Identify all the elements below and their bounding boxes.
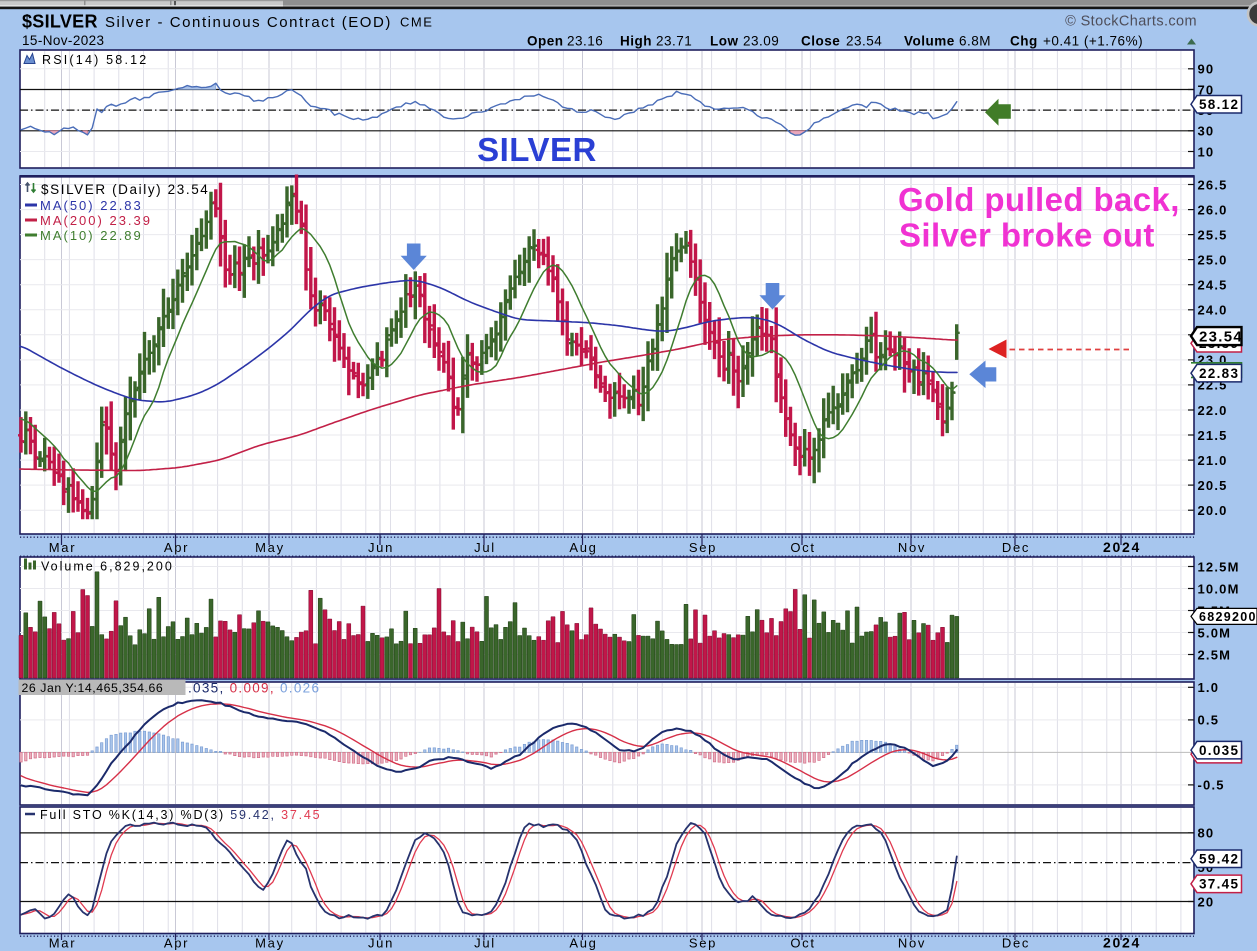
svg-text:Mar: Mar xyxy=(49,540,77,555)
svg-text:26.5: 26.5 xyxy=(1198,177,1228,192)
svg-text:24.0: 24.0 xyxy=(1198,303,1228,318)
svg-text:Silver broke out: Silver broke out xyxy=(899,217,1155,254)
svg-text:Sep: Sep xyxy=(689,936,717,951)
svg-text:58.12: 58.12 xyxy=(1199,97,1239,112)
svg-text:Jun: Jun xyxy=(368,540,394,555)
svg-text:Oct: Oct xyxy=(790,936,815,951)
svg-text:RSI(14) 58.12: RSI(14) 58.12 xyxy=(42,53,148,67)
svg-text:© StockCharts.com: © StockCharts.com xyxy=(1065,14,1197,30)
svg-text:Nov: Nov xyxy=(898,936,926,951)
svg-text:Silver - Continuous Contract (: Silver - Continuous Contract (EOD) xyxy=(105,14,392,31)
svg-text:0.035: 0.035 xyxy=(1199,743,1239,758)
svg-text:26.0: 26.0 xyxy=(1198,202,1228,217)
svg-text:Aug: Aug xyxy=(569,936,597,951)
svg-text:22.83: 22.83 xyxy=(1199,366,1239,381)
svg-text:25.0: 25.0 xyxy=(1198,252,1228,267)
svg-text:Jul: Jul xyxy=(474,540,496,555)
svg-text:May: May xyxy=(255,936,285,951)
svg-text:2024: 2024 xyxy=(1103,539,1141,555)
svg-text:Apr: Apr xyxy=(164,540,189,555)
svg-text:80: 80 xyxy=(1198,826,1215,841)
svg-text:15-Nov-2023: 15-Nov-2023 xyxy=(22,33,104,48)
svg-text:12.5M: 12.5M xyxy=(1198,559,1240,574)
svg-text:2024: 2024 xyxy=(1103,935,1141,951)
svg-text:24.5: 24.5 xyxy=(1198,278,1228,293)
svg-text:Dec: Dec xyxy=(1002,936,1030,951)
svg-text:Oct: Oct xyxy=(790,540,815,555)
svg-text:23.54: 23.54 xyxy=(1199,329,1243,346)
svg-text:Dec: Dec xyxy=(1002,540,1030,555)
svg-text:Aug: Aug xyxy=(569,540,597,555)
svg-text:MA(50) 22.83: MA(50) 22.83 xyxy=(40,198,143,213)
svg-text:Volume 6,829,200: Volume 6,829,200 xyxy=(41,560,174,574)
svg-text:-0.5: -0.5 xyxy=(1198,778,1225,793)
svg-text:Full STO %K(14,3) %D(3) 59.42,: Full STO %K(14,3) %D(3) 59.42, 37.45 xyxy=(40,808,321,822)
svg-text:10: 10 xyxy=(1198,144,1215,159)
svg-text:30: 30 xyxy=(1198,124,1215,139)
svg-text:21.5: 21.5 xyxy=(1198,428,1228,443)
svg-text:37.45: 37.45 xyxy=(1199,877,1239,892)
svg-text:59.42: 59.42 xyxy=(1199,852,1239,867)
svg-text:20.5: 20.5 xyxy=(1198,478,1228,493)
svg-text:Nov: Nov xyxy=(898,540,926,555)
svg-text:25.5: 25.5 xyxy=(1198,227,1228,242)
svg-text:21.0: 21.0 xyxy=(1198,453,1228,468)
svg-text:5.0M: 5.0M xyxy=(1198,625,1232,640)
svg-text:Mar: Mar xyxy=(49,936,77,951)
svg-text:20.0: 20.0 xyxy=(1198,503,1228,518)
svg-text:1.0: 1.0 xyxy=(1198,680,1220,695)
svg-text:Jun: Jun xyxy=(368,936,394,951)
svg-text:6829200: 6829200 xyxy=(1199,610,1257,624)
svg-text:20: 20 xyxy=(1198,894,1215,909)
svg-text:Apr: Apr xyxy=(164,936,189,951)
svg-text:26 Jan Y:14,465,354.66: 26 Jan Y:14,465,354.66 xyxy=(22,681,164,695)
svg-text:0.5: 0.5 xyxy=(1198,713,1220,728)
svg-text:22.0: 22.0 xyxy=(1198,403,1228,418)
svg-text:.035, 0.009, 0.026: .035, 0.009, 0.026 xyxy=(188,681,320,696)
svg-text:90: 90 xyxy=(1198,62,1215,77)
svg-text:MA(10) 22.89: MA(10) 22.89 xyxy=(40,228,143,243)
svg-text:Jul: Jul xyxy=(474,936,496,951)
svg-text:May: May xyxy=(255,540,285,555)
svg-text:MA(200) 23.39: MA(200) 23.39 xyxy=(40,213,152,228)
svg-text:$SILVER: $SILVER xyxy=(22,12,98,32)
svg-text:Gold pulled back,: Gold pulled back, xyxy=(898,181,1180,218)
svg-text:SILVER: SILVER xyxy=(477,131,597,168)
svg-text:Sep: Sep xyxy=(689,540,717,555)
svg-text:$SILVER (Daily) 23.54: $SILVER (Daily) 23.54 xyxy=(41,182,209,197)
svg-text:10.0M: 10.0M xyxy=(1198,581,1240,596)
svg-text:2.5M: 2.5M xyxy=(1198,647,1232,662)
svg-text:70: 70 xyxy=(1198,82,1215,97)
svg-text:CME: CME xyxy=(400,15,433,30)
